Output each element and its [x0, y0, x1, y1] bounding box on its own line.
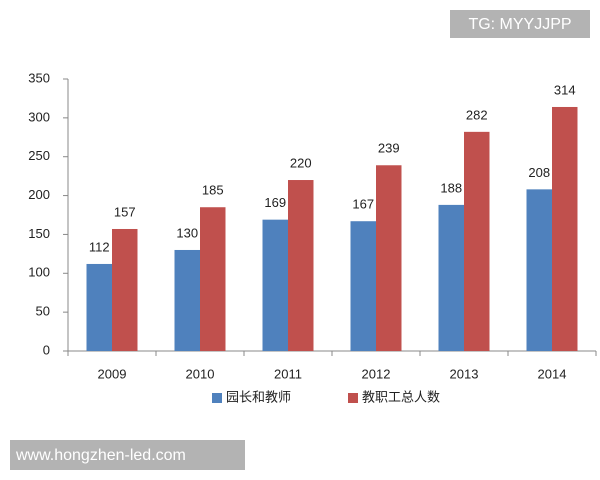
data-label: 169 — [264, 195, 286, 210]
data-label: 112 — [89, 239, 110, 254]
data-label: 130 — [176, 225, 198, 240]
bar — [288, 180, 314, 351]
watermark-box — [10, 440, 245, 470]
data-label: 220 — [290, 155, 312, 170]
y-tick-label: 150 — [28, 226, 50, 241]
x-tick-label: 2011 — [274, 366, 302, 381]
y-tick-label: 0 — [43, 342, 50, 357]
y-tick-label: 300 — [28, 109, 50, 124]
y-tick-label: 200 — [28, 187, 50, 202]
data-label: 282 — [466, 107, 488, 122]
y-tick-label: 350 — [28, 70, 50, 85]
data-label: 188 — [440, 180, 462, 195]
y-tick-label: 250 — [28, 148, 50, 163]
bar — [174, 249, 200, 351]
x-tick-label: 2009 — [98, 366, 127, 381]
y-tick-label: 100 — [28, 265, 50, 280]
legend-swatch — [212, 393, 222, 403]
bar — [262, 219, 288, 351]
watermark-box — [450, 10, 590, 38]
x-tick-label: 2012 — [362, 366, 391, 381]
bar — [376, 165, 402, 351]
bar — [86, 263, 112, 351]
x-tick-label: 2010 — [186, 366, 215, 381]
x-tick-label: 2014 — [538, 366, 567, 381]
bar — [112, 228, 138, 351]
legend-swatch — [348, 393, 358, 403]
data-label: 239 — [378, 141, 400, 156]
data-label: 314 — [554, 82, 576, 97]
data-label: 185 — [202, 183, 224, 198]
bar — [350, 221, 376, 351]
bar — [552, 106, 578, 351]
y-tick-label: 50 — [36, 304, 50, 319]
bar — [526, 189, 552, 351]
watermark: TG: MYYJJPP — [468, 16, 571, 33]
watermark: www.hongzhen-led.com — [15, 447, 186, 464]
data-label: 208 — [528, 165, 550, 180]
bar — [464, 131, 490, 351]
legend-label: 园长和教师 — [226, 389, 291, 404]
bar — [200, 207, 226, 351]
data-label: 157 — [114, 204, 136, 219]
bar — [438, 204, 464, 351]
data-label: 167 — [352, 197, 374, 212]
x-tick-label: 2013 — [450, 366, 479, 381]
legend-label: 教职工总人数 — [362, 389, 440, 404]
